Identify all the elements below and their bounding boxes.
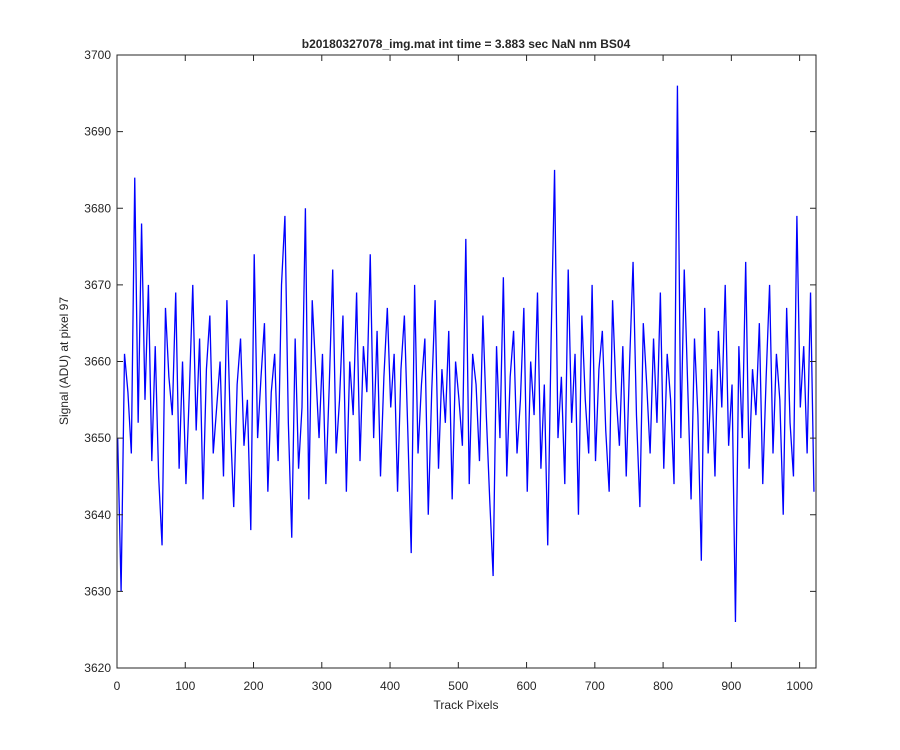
x-tick-label: 600 (517, 679, 537, 693)
x-tick-label: 900 (721, 679, 741, 693)
y-tick-label: 3620 (84, 661, 111, 675)
y-tick-label: 3670 (84, 278, 111, 292)
y-tick-label: 3640 (84, 508, 111, 522)
x-tick-label: 500 (448, 679, 468, 693)
y-tick-label: 3700 (84, 48, 111, 62)
x-axis-label: Track Pixels (434, 698, 499, 712)
chart-title: b20180327078_img.mat int time = 3.883 se… (302, 37, 631, 51)
y-tick-label: 3690 (84, 125, 111, 139)
x-tick-label: 0 (114, 679, 121, 693)
x-tick-label: 100 (175, 679, 195, 693)
x-tick-label: 700 (585, 679, 605, 693)
y-axis-label: Signal (ADU) at pixel 97 (57, 297, 71, 425)
x-tick-label: 1000 (786, 679, 813, 693)
x-tick-label: 800 (653, 679, 673, 693)
y-tick-label: 3660 (84, 355, 111, 369)
x-tick-label: 300 (312, 679, 332, 693)
axes-box (116, 54, 817, 669)
data-line (117, 85, 815, 623)
y-tick-label: 3650 (84, 431, 111, 445)
x-tick-label: 400 (380, 679, 400, 693)
y-tick-label: 3680 (84, 201, 111, 215)
x-tick-label: 200 (244, 679, 264, 693)
y-tick-label: 3630 (84, 584, 111, 598)
